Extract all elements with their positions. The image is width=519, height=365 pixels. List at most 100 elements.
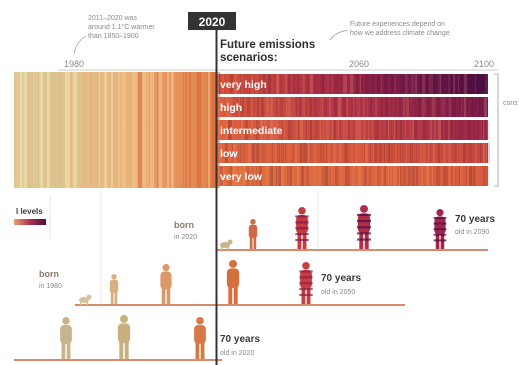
scenario-stripe xyxy=(300,120,303,140)
scenario-stripe xyxy=(290,166,292,186)
legend-gradient xyxy=(14,219,46,225)
scenario-stripe xyxy=(481,120,482,140)
scenario-stripe xyxy=(335,166,338,186)
historical-stripe xyxy=(197,72,201,188)
historical-stripe xyxy=(60,72,63,188)
scenario-stripe xyxy=(382,120,383,140)
historical-stripe xyxy=(144,72,146,188)
scenario-stripe xyxy=(343,97,346,117)
scenario-stripe xyxy=(344,143,345,163)
scenario-stripe xyxy=(241,166,242,186)
scenario-stripe xyxy=(378,120,379,140)
scenario-stripe xyxy=(449,97,451,117)
scenario-stripe xyxy=(219,143,222,163)
scenario-stripe xyxy=(301,166,304,186)
historical-stripe xyxy=(132,72,136,188)
note-left-line-1: 2011–2020 was xyxy=(88,15,137,22)
historical-stripe xyxy=(85,72,87,188)
scenario-stripe xyxy=(397,74,398,94)
scenario-stripe xyxy=(443,143,446,163)
scenario-stripe xyxy=(433,74,436,94)
scenario-stripe xyxy=(270,97,273,117)
scenario-stripe xyxy=(353,120,354,140)
scenario-stripe xyxy=(483,120,484,140)
scenario-stripe xyxy=(367,166,368,186)
scenario-stripe xyxy=(477,120,478,140)
scenario-stripe xyxy=(277,143,278,163)
scenario-stripe xyxy=(247,97,250,117)
scenario-stripe xyxy=(393,166,394,186)
scenario-stripe xyxy=(233,97,235,117)
scenario-stripe xyxy=(481,74,482,94)
scenario-stripe xyxy=(327,120,329,140)
scenario-stripe xyxy=(223,166,224,186)
scenario-stripe xyxy=(391,120,392,140)
scenario-stripe xyxy=(388,166,389,186)
scenario-stripe xyxy=(310,74,313,94)
scenario-stripe xyxy=(306,97,307,117)
scenario-stripe xyxy=(438,74,440,94)
scenario-stripe xyxy=(324,97,327,117)
scenario-stripe xyxy=(464,74,467,94)
scenario-stripe xyxy=(426,166,429,186)
scenario-stripe xyxy=(287,166,288,186)
scenario-stripe xyxy=(276,74,279,94)
scenario-stripe xyxy=(448,120,450,140)
historical-stripe xyxy=(35,72,36,188)
historical-stripe xyxy=(129,72,132,188)
scenario-stripe xyxy=(247,74,248,94)
historical-stripe xyxy=(73,72,77,188)
scenario-stripe xyxy=(432,97,435,117)
scenario-stripe xyxy=(266,97,269,117)
scenario-stripe xyxy=(328,143,330,163)
scenario-stripe xyxy=(467,120,469,140)
scenario-stripe xyxy=(368,74,369,94)
scenario-stripe xyxy=(487,166,489,186)
scenario-stripe xyxy=(251,120,253,140)
scenario-stripe xyxy=(341,166,342,186)
scenario-stripe xyxy=(243,166,245,186)
scenario-stripe xyxy=(384,166,386,186)
historical-stripe xyxy=(68,72,70,188)
scenario-stripe xyxy=(308,143,310,163)
scenario-stripe xyxy=(397,166,398,186)
scenario-stripe xyxy=(388,120,389,140)
scenario-stripe xyxy=(457,143,458,163)
scenario-stripe xyxy=(236,97,237,117)
scenario-stripe xyxy=(280,74,282,94)
scenario-stripe xyxy=(412,97,413,117)
scenario-stripe xyxy=(329,97,331,117)
scenario-stripe xyxy=(334,120,336,140)
scenario-stripe xyxy=(314,143,317,163)
scenario-stripe xyxy=(320,120,321,140)
scenario-stripe xyxy=(400,120,402,140)
historical-stripe xyxy=(172,72,174,188)
historical-stripe xyxy=(40,72,43,188)
scenario-stripe xyxy=(253,97,255,117)
scenario-stripe xyxy=(414,120,417,140)
scenario-stripe xyxy=(306,120,307,140)
scenario-stripe xyxy=(479,97,481,117)
scenario-stripe xyxy=(322,74,324,94)
scenario-stripe xyxy=(332,120,333,140)
child-figure-row3 xyxy=(60,317,72,359)
scenario-stripe xyxy=(441,120,443,140)
scenario-stripe xyxy=(229,143,230,163)
scenario-stripe xyxy=(407,97,409,117)
scenario-stripe xyxy=(454,143,457,163)
scenario-stripe xyxy=(423,143,425,163)
scenario-stripe xyxy=(399,97,402,117)
scenario-bars: very high high intermediate low very low xyxy=(217,74,490,186)
born-1980-sublabel: in 1980 xyxy=(39,283,62,290)
scenario-stripe xyxy=(262,143,265,163)
historical-stripe xyxy=(178,72,182,188)
scenario-stripe xyxy=(487,143,490,163)
historical-stripe xyxy=(84,72,85,188)
scenario-stripe xyxy=(220,120,222,140)
scenario-stripe xyxy=(326,143,327,163)
scenario-stripe xyxy=(364,166,367,186)
scenario-stripe xyxy=(458,74,459,94)
scenario-stripe xyxy=(252,166,253,186)
scenario-stripe xyxy=(412,120,414,140)
scenario-stripe xyxy=(274,74,276,94)
